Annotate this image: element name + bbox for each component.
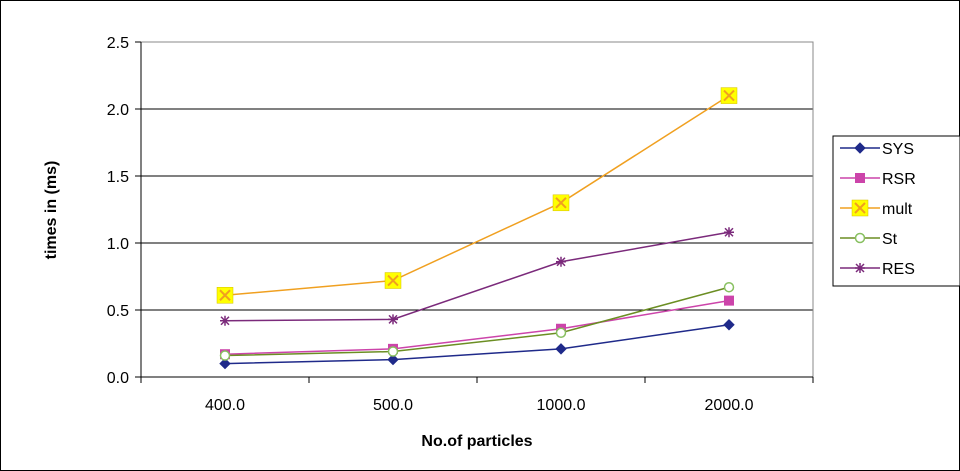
series-line (224, 286, 730, 357)
series-mult (216, 87, 738, 304)
series-line (224, 323, 730, 365)
data-point (384, 272, 402, 289)
data-point (555, 327, 567, 339)
y-tick-label: 0.0 (107, 370, 129, 387)
series-lines (216, 87, 738, 370)
y-tick-label: 0.5 (107, 303, 129, 320)
legend-label: RES (882, 261, 915, 278)
legend-marker (851, 199, 869, 217)
x-tick-label: 1000.0 (537, 397, 586, 414)
legend-marker (855, 173, 865, 183)
data-point (387, 346, 399, 357)
data-point (388, 314, 398, 325)
legend-marker (854, 142, 866, 154)
legend-entries: SYS RSR mult St RES (840, 141, 916, 278)
legend-item-sys: SYS (840, 141, 914, 158)
series-line (224, 299, 730, 355)
x-tick-labels: 400.0 500.0 1000.0 2000.0 (205, 397, 754, 414)
legend-item-rsr: RSR (840, 171, 916, 188)
data-point (387, 353, 399, 366)
y-tick-labels: 0.0 0.5 1.0 1.5 2.0 2.5 (107, 35, 129, 387)
legend-marker (854, 232, 866, 244)
series-res (220, 227, 734, 326)
y-tick-label: 2.0 (107, 102, 129, 119)
data-point (724, 295, 734, 306)
y-tick-label: 1.0 (107, 236, 129, 253)
y-tick-label: 2.5 (107, 35, 129, 52)
data-point (724, 227, 734, 238)
data-point (723, 319, 735, 331)
axes (135, 41, 814, 383)
data-point (219, 350, 231, 361)
data-point (219, 357, 231, 370)
legend-item-st: St (840, 231, 898, 248)
legend-label: mult (882, 201, 913, 218)
x-tick-label: 2000.0 (705, 397, 754, 414)
series-line (224, 231, 730, 322)
legend-label: SYS (882, 141, 914, 158)
series-line (224, 94, 730, 297)
series-st (219, 281, 735, 361)
legend-label: St (882, 231, 898, 248)
y-axis-title: times in (ms) (43, 161, 60, 260)
data-point (723, 281, 735, 293)
data-point (216, 287, 234, 304)
y-tick-label: 1.5 (107, 169, 129, 186)
data-point (556, 256, 566, 267)
data-point (552, 194, 570, 212)
x-tick-label: 500.0 (373, 397, 413, 414)
data-point (220, 315, 230, 326)
x-axis-title: No.of particles (421, 433, 532, 450)
legend-item-res: RES (840, 261, 915, 278)
data-point (555, 343, 567, 355)
legend-item-mult: mult (840, 199, 913, 218)
legend-label: RSR (882, 171, 916, 188)
data-point (720, 87, 738, 104)
series-sys (219, 319, 735, 370)
x-tick-label: 400.0 (205, 397, 245, 414)
legend-marker (855, 263, 865, 273)
legend: SYS RSR mult St RES (832, 135, 960, 287)
